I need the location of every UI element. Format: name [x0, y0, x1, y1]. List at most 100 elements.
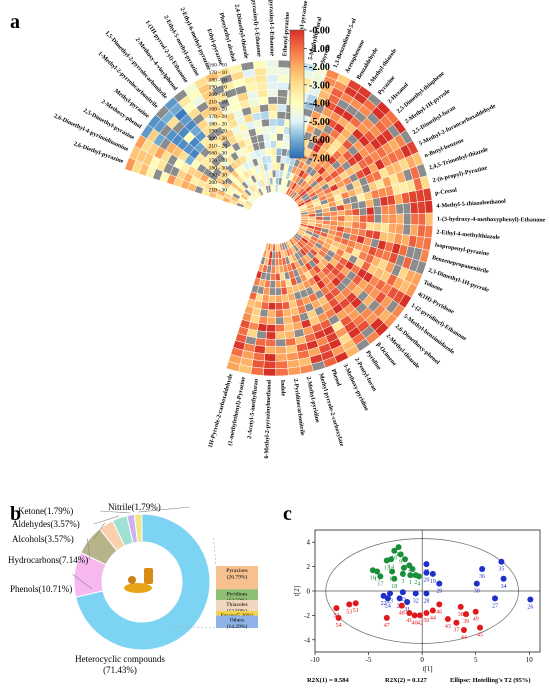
- heatmap-cell: [271, 169, 277, 178]
- heatmap-cell: [388, 213, 397, 225]
- heatmap-cell: [322, 211, 331, 217]
- heatmap-compound-label: Styrene: [320, 44, 332, 65]
- heatmap-cell: [277, 103, 287, 113]
- scatter-point-label: 34: [501, 584, 507, 590]
- heatmap-cell: [277, 89, 289, 98]
- breakdown-label: Pyrazines: [226, 568, 247, 574]
- heatmap-cell: [387, 223, 397, 234]
- heatmap-cell: [262, 125, 271, 135]
- colorbar-tick-label: -2.00: [309, 62, 330, 73]
- heatmap-cell: [271, 155, 277, 164]
- scatter-point-label: 19: [430, 579, 436, 585]
- heatmap-row-label: 210 - 30: [209, 187, 228, 193]
- heatmap-cell: [270, 272, 276, 281]
- heatmap-cell: [277, 81, 290, 91]
- scatter-footer-text: Ellipse: Hotelling's T2 (95%): [450, 677, 531, 684]
- breakdown-bar: [216, 589, 258, 601]
- heatmap-cell: [275, 316, 285, 325]
- heatmap-cell: [269, 133, 278, 142]
- heatmap-cell: [268, 294, 276, 303]
- heatmap-row-label: 180 - 20: [209, 121, 228, 127]
- heatmap-cell: [315, 212, 324, 217]
- scatter-point: [389, 568, 396, 575]
- y-tick-label: 2: [307, 563, 311, 571]
- scatter-point-label: 3: [401, 579, 404, 585]
- heatmap-compound-label: 2-Ethyl-4-methylthiazole: [436, 230, 500, 242]
- heatmap-cell: [359, 214, 368, 223]
- heatmap-compound-label: Toluene: [422, 280, 443, 294]
- heatmap-cell: [268, 118, 278, 127]
- heatmap-cell: [258, 315, 268, 325]
- scatter-point: [374, 568, 381, 575]
- scatter-point: [417, 612, 423, 619]
- heatmap-row-label: 160 - 10: [209, 63, 228, 69]
- scatter-point-label: 1: [409, 580, 412, 586]
- scatter-point: [500, 575, 507, 582]
- heatmap-cell: [264, 140, 272, 149]
- heatmap-compound-label: p-Cresol: [435, 188, 458, 197]
- x-tick-label: -5: [366, 656, 372, 664]
- heatmap-cell: [268, 169, 273, 179]
- heatmap-compound-label: 1-(5-methyl-2-pyrazinyl)-1-Ethanone: [246, 0, 262, 57]
- breakdown-bar: [216, 610, 258, 616]
- heatmap-compound-label: 1-(3-hydroxy-4-methoxyphenyl)-Ethanone: [437, 216, 546, 224]
- panel-b-donut-chart: Heterocyclic compounds(71.43%) Phenols(10…: [8, 502, 258, 675]
- heatmap-cell: [336, 204, 345, 212]
- heatmap-cell: [275, 302, 284, 311]
- colorbar-tick-label: -0.00: [309, 26, 330, 37]
- heatmap-cell: [275, 353, 288, 362]
- heatmap-cell: [307, 213, 316, 218]
- x-tick-label: 0: [420, 656, 424, 664]
- heatmap-cell: [365, 222, 375, 231]
- heatmap-cell: [264, 346, 276, 355]
- heatmap-cell: [274, 258, 280, 267]
- heatmap-cell: [265, 331, 276, 340]
- scatter-point: [383, 614, 390, 621]
- scatter-point-label: 48: [399, 611, 405, 617]
- breakdown-bar: [216, 600, 258, 611]
- heatmap-cell: [256, 133, 265, 143]
- colorbar-tick-label: -7.00: [309, 154, 330, 165]
- x-tick-label: 10: [526, 656, 534, 664]
- donut-leader-line: [86, 538, 91, 561]
- oil-bottle-icon: [144, 568, 153, 584]
- scatter-point-label: 41: [406, 618, 412, 624]
- heatmap-cell: [336, 209, 346, 217]
- heatmap-cell: [259, 308, 269, 318]
- heatmap-cell: [283, 315, 293, 325]
- heatmap-compound-label: Pyridine: [364, 350, 382, 372]
- heatmap-compound-label: 2,5-Dimethyl-pyrazine: [82, 108, 135, 142]
- heatmap-cell: [276, 118, 286, 127]
- scatter-point-label: 42: [417, 620, 423, 626]
- scatter-point-label: 28: [423, 598, 429, 604]
- scatter-point-label: 18: [391, 584, 397, 590]
- heatmap-cell: [381, 214, 390, 224]
- breakdown-connector: [213, 537, 217, 567]
- heatmap-row-label: 190 - 20: [209, 129, 228, 135]
- heatmap-cell: [322, 215, 331, 221]
- heatmap-cell: [254, 337, 267, 347]
- heatmap-compound-label: 2,4-Dimethyl-thiazole: [233, 4, 249, 60]
- heatmap-cell: [351, 215, 360, 223]
- scatter-point: [423, 561, 430, 568]
- scatter-point-label: 44: [461, 635, 467, 641]
- scatter-point: [429, 570, 436, 577]
- heatmap-cell: [270, 147, 277, 156]
- heatmap-cell: [257, 96, 269, 106]
- heatmap-cell: [287, 366, 302, 376]
- scatter-point: [453, 619, 460, 626]
- scatter-point-label: 27: [492, 603, 498, 609]
- scatter-point-label: 9: [399, 559, 402, 565]
- heatmap-cell: [267, 302, 276, 311]
- heatmap-cell: [265, 338, 276, 347]
- scatter-point: [407, 572, 414, 579]
- scatter-point-label: 54: [336, 623, 342, 629]
- heatmap-cell: [357, 200, 367, 209]
- scatter-point-label: 17: [377, 581, 383, 587]
- x-tick-label: 5: [474, 656, 478, 664]
- scatter-point-label: 37: [453, 628, 459, 634]
- heatmap-cell: [425, 212, 434, 226]
- scatter-point-label: 20: [423, 578, 429, 584]
- heatmap-cell: [275, 360, 289, 369]
